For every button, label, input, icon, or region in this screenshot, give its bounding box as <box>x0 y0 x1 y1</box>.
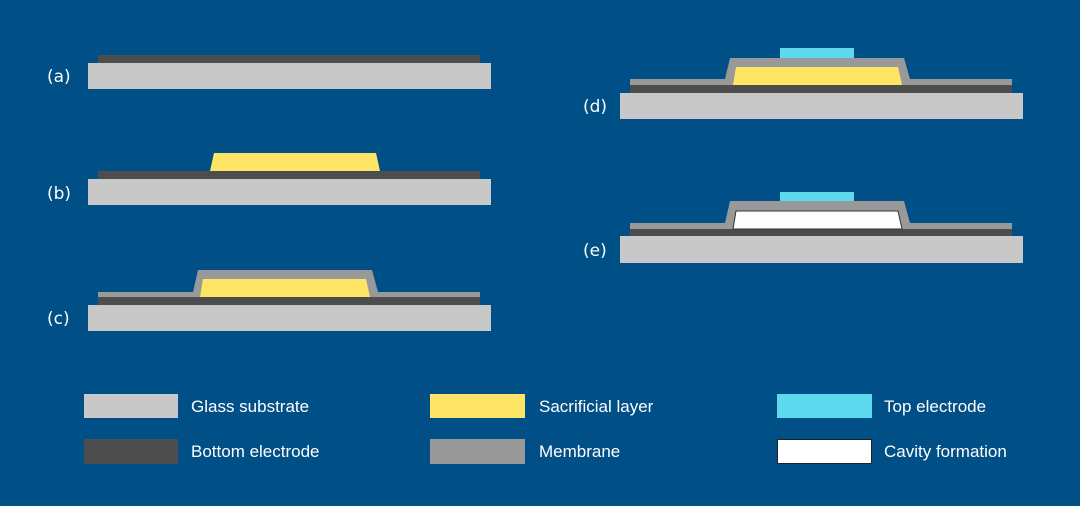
sacrificial-layer <box>733 67 902 85</box>
step-e-label: (e) <box>583 241 607 261</box>
glass-substrate <box>88 305 491 331</box>
bottom-electrode <box>98 171 480 179</box>
glass-substrate <box>620 236 1023 263</box>
step-e: (e) <box>583 192 1023 263</box>
step-d: (d) <box>583 48 1023 119</box>
legend-label-sacrificial-layer: Sacrificial layer <box>539 397 654 416</box>
legend-swatch-membrane <box>430 439 525 464</box>
top-electrode <box>780 192 854 201</box>
bottom-electrode <box>630 85 1012 93</box>
legend-label-cavity-formation: Cavity formation <box>884 442 1007 461</box>
legend-label-bottom-electrode: Bottom electrode <box>191 442 320 461</box>
step-b-label: (b) <box>47 184 71 204</box>
bottom-electrode <box>98 55 480 63</box>
glass-substrate <box>88 63 491 89</box>
legend: Glass substrate Sacrificial layer Top el… <box>84 394 1007 464</box>
step-d-label: (d) <box>583 97 607 117</box>
bottom-electrode <box>630 229 1012 236</box>
legend-swatch-glass-substrate <box>84 394 178 418</box>
legend-swatch-bottom-electrode <box>84 439 178 464</box>
step-a-label: (a) <box>47 67 71 87</box>
glass-substrate <box>620 93 1023 119</box>
cavity <box>732 210 903 230</box>
legend-label-membrane: Membrane <box>539 442 620 461</box>
legend-swatch-cavity-formation <box>777 439 872 464</box>
step-a: (a) <box>47 55 491 89</box>
glass-substrate <box>88 179 491 205</box>
legend-label-top-electrode: Top electrode <box>884 397 986 416</box>
legend-swatch-top-electrode <box>777 394 872 418</box>
step-b: (b) <box>47 153 491 205</box>
sacrificial-layer <box>200 279 370 297</box>
legend-label-glass-substrate: Glass substrate <box>191 397 309 416</box>
bottom-electrode <box>98 297 480 305</box>
sacrificial-layer <box>210 153 380 171</box>
top-electrode <box>780 48 854 58</box>
step-c-label: (c) <box>47 309 70 329</box>
legend-swatch-sacrificial-layer <box>430 394 525 418</box>
step-c: (c) <box>47 270 491 331</box>
